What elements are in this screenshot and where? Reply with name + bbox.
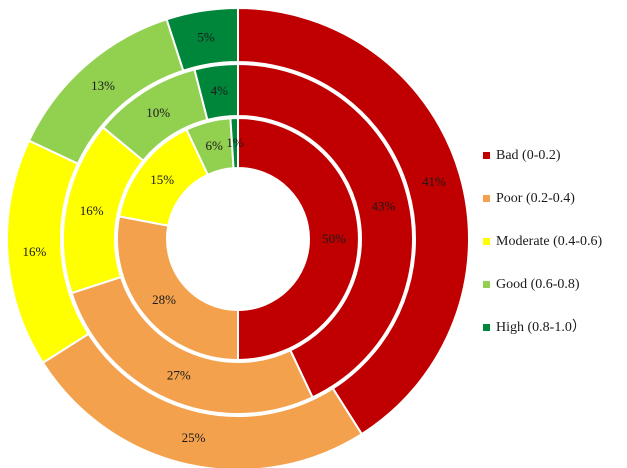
outer-ring-label-4: 13% [91, 78, 115, 93]
legend-label-2: Poor (0.2-0.4) [496, 191, 575, 206]
outer-ring-slice-5 [165, 6, 239, 72]
legend-swatch-2 [483, 195, 490, 202]
segment-labels-group: 50% 28% 15% 6% 1% 43% 27% 16% 10% 4% 41% 25% 16% 13% 5… [22, 30, 445, 446]
middle-ring-label-5: 4% [211, 83, 229, 98]
outer-ring-label-1: 41% [422, 174, 446, 189]
legend-swatch-4 [483, 281, 490, 288]
inner-ring-label-1: 50% [322, 231, 346, 246]
middle-ring-slice-5 [193, 62, 239, 122]
inner-ring-slice-2 [116, 215, 239, 362]
legend-label-4: Good (0.6-0.8) [496, 277, 580, 292]
inner-ring-slice-1 [237, 116, 360, 362]
inner-ring-slice-5 [229, 116, 239, 170]
inner-ring-label-3: 15% [150, 172, 174, 187]
outer-ring-slice-1 [237, 6, 470, 436]
legend-swatch-3 [483, 238, 490, 245]
legend-label-5: High (0.8-1.0） [496, 319, 586, 335]
legend-swatch-1 [483, 152, 490, 159]
inner-ring-label-2: 28% [152, 292, 176, 307]
middle-ring-label-2: 27% [167, 368, 191, 383]
middle-ring-slice-1 [237, 62, 414, 399]
middle-ring-label-3: 16% [80, 203, 104, 218]
middle-ring-label-1: 43% [371, 198, 395, 213]
outer-ring-label-2: 25% [182, 430, 206, 445]
legend-label-1: Bad (0-0.2) [496, 148, 561, 163]
legend-label-3: Moderate (0.4-0.6) [496, 234, 602, 249]
rings-group [6, 6, 470, 468]
legend: Bad (0-0.2) Poor (0.2-0.4) Moderate (0.4-0… [483, 148, 602, 335]
outer-ring-label-5: 5% [197, 30, 215, 45]
middle-ring-label-4: 10% [146, 105, 170, 120]
legend-swatch-5 [483, 324, 490, 331]
inner-ring-label-4: 6% [205, 138, 223, 153]
inner-ring-label-5: 1% [226, 135, 244, 150]
outer-ring-label-3: 16% [22, 244, 46, 259]
